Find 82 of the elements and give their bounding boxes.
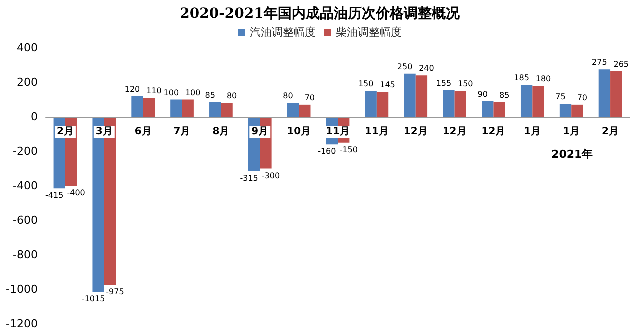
bar	[560, 104, 572, 117]
bar	[143, 98, 156, 117]
bar	[443, 90, 455, 117]
data-label: 120	[124, 84, 140, 94]
y-tick-label: -200	[13, 145, 38, 158]
bar	[132, 96, 144, 117]
data-label: -300	[262, 171, 280, 180]
x-tick-label: 2月	[56, 126, 74, 138]
bar	[182, 100, 194, 117]
data-label: 250	[397, 62, 413, 72]
data-label: -975	[106, 288, 124, 297]
x-tick-label: 12月	[442, 126, 467, 138]
x-tick-label: 1月	[563, 126, 580, 138]
x-tick-label: 7月	[174, 126, 191, 138]
data-label: 75	[556, 92, 566, 102]
data-label: 110	[146, 86, 162, 96]
data-label: 180	[536, 74, 552, 84]
x-tick-label: 12月	[482, 126, 506, 138]
y-tick-label: 200	[17, 76, 38, 89]
data-label: -315	[240, 174, 258, 183]
data-label: 100	[164, 88, 180, 98]
x-tick-label: 12月	[404, 126, 428, 138]
data-label: 90	[478, 90, 488, 99]
data-label: 80	[226, 92, 238, 101]
x-tick-label: 9月	[252, 126, 269, 138]
data-label: 145	[380, 80, 396, 90]
data-label: 85	[499, 90, 510, 100]
y-tick-label: 400	[17, 42, 38, 54]
bar	[404, 74, 416, 117]
y-tick-label: -1200	[6, 318, 38, 330]
data-label: -415	[46, 191, 64, 200]
x-tick-label: 10月	[287, 126, 312, 138]
data-label: -1015	[82, 294, 106, 304]
bar	[532, 86, 544, 117]
bar	[221, 103, 233, 117]
x-tick-label: 2月	[602, 126, 620, 138]
data-label: 70	[304, 93, 315, 102]
bar	[598, 70, 611, 117]
bar	[92, 117, 104, 292]
data-label: 85	[205, 90, 216, 100]
data-label: 155	[436, 78, 452, 88]
x-tick-label: 1月	[524, 126, 542, 138]
y-tick-label: 0	[31, 110, 38, 124]
data-label: 275	[592, 58, 608, 68]
data-label: -150	[340, 145, 358, 154]
bar	[610, 71, 622, 117]
bar	[520, 85, 533, 117]
bar	[299, 104, 311, 117]
data-label: 150	[358, 80, 374, 89]
data-label: 185	[514, 74, 530, 83]
bar	[170, 100, 182, 117]
bar	[494, 102, 506, 117]
y-tick-label: -400	[13, 180, 38, 192]
data-label: 150	[458, 80, 474, 89]
x-tick-label: 6月	[134, 126, 152, 138]
bar	[454, 91, 466, 117]
bar	[104, 117, 116, 286]
bar	[365, 91, 377, 117]
x-tick-label: 11月	[364, 126, 389, 138]
data-label: 70	[577, 93, 588, 102]
x-tick-label: 11月	[326, 126, 350, 138]
y-tick-label: -600	[13, 214, 38, 227]
x-tick-label: 3月	[96, 126, 113, 138]
data-label: 240	[419, 64, 434, 74]
y-tick-label: -800	[13, 248, 38, 262]
data-label: 80	[283, 92, 294, 101]
bar	[376, 92, 389, 117]
annotation: 2021年	[552, 148, 594, 161]
data-label: 265	[614, 60, 630, 69]
y-tick-label: -1000	[6, 283, 38, 296]
bar	[416, 76, 428, 117]
data-label: -160	[318, 147, 336, 156]
data-label: -400	[67, 188, 86, 198]
legend-label: 柴油调整幅度	[336, 26, 402, 39]
bar	[572, 104, 584, 117]
bar	[210, 102, 222, 117]
legend-label: 汽油调整幅度	[250, 26, 316, 39]
x-tick-label: 8月	[212, 126, 230, 138]
data-label: 100	[185, 88, 201, 98]
bar	[482, 101, 494, 117]
chart-title: 2020-2021年国内成品油历次价格调整概况	[180, 6, 461, 22]
bar	[287, 103, 300, 117]
